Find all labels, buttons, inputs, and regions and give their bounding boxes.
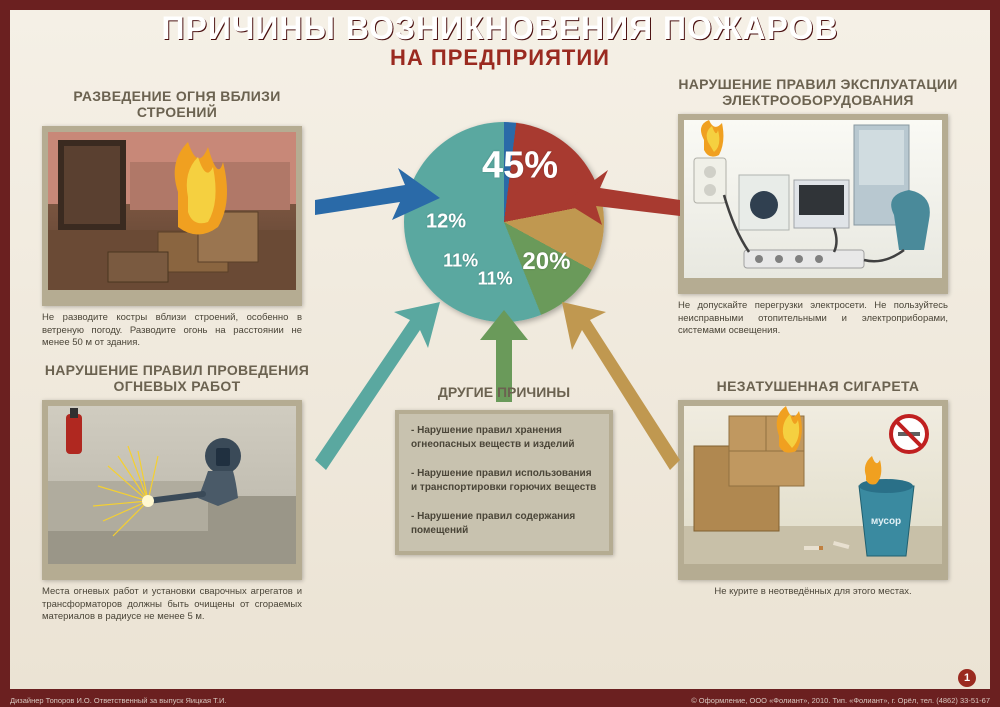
pie-slice-label: 11% <box>443 250 478 271</box>
panel-heading: РАЗВЕДЕНИЕ ОГНЯ ВБЛИЗИ СТРОЕНИЙ <box>42 88 312 120</box>
panel-heading: НАРУШЕНИЕ ПРАВИЛ ЭКСПЛУАТАЦИИ ЭЛЕКТРООБО… <box>678 76 958 108</box>
scene-svg: мусор <box>684 406 942 564</box>
pie-slice-label: 11% <box>478 269 513 290</box>
trash-label: мусор <box>871 516 901 527</box>
panel-caption: Не разводите костры вблизи строений, осо… <box>42 312 302 349</box>
pie-slice-label: 12% <box>426 211 466 234</box>
title-block: ПРИЧИНЫ ВОЗНИКНОВЕНИЯ ПОЖАРОВ НА ПРЕДПРИ… <box>10 10 990 71</box>
footer-left: Дизайнер Топоров И.О. Ответственный за в… <box>10 696 226 705</box>
panel-heading: НАРУШЕНИЕ ПРАВИЛ ПРОВЕДЕНИЯ ОГНЕВЫХ РАБО… <box>42 362 312 394</box>
panel-cigarette: НЕЗАТУШЕННАЯ СИГАРЕТА мусор <box>678 378 958 598</box>
illustration-hot-work <box>42 400 302 580</box>
footer: Дизайнер Топоров И.О. Ответственный за в… <box>10 696 990 705</box>
illustration-cigarette: мусор <box>678 400 948 580</box>
reason-item: - Нарушение правил использования и транс… <box>411 467 597 494</box>
panel-hot-work: НАРУШЕНИЕ ПРАВИЛ ПРОВЕДЕНИЯ ОГНЕВЫХ РАБО… <box>42 362 312 623</box>
scene-svg <box>48 132 296 290</box>
poster-canvas: ПРИЧИНЫ ВОЗНИКНОВЕНИЯ ПОЖАРОВ НА ПРЕДПРИ… <box>10 10 990 689</box>
illustration-open-fire <box>42 126 302 306</box>
main-title: ПРИЧИНЫ ВОЗНИКНОВЕНИЯ ПОЖАРОВ <box>10 10 990 47</box>
pie-slice-label: 20% <box>522 248 570 276</box>
pie-chart: 45% 20% 11%11% 12% <box>404 122 604 322</box>
other-reasons-box: - Нарушение правил хранения огнеопасных … <box>395 410 613 555</box>
subtitle: НА ПРЕДПРИЯТИИ <box>10 45 990 71</box>
pie-slice-label: 45% <box>482 145 558 188</box>
footer-right: © Оформление, ООО «Фолиант», 2010. Тип. … <box>691 696 990 705</box>
panel-caption: Не допускайте перегрузки электросети. Не… <box>678 300 948 337</box>
illustration-electrical <box>678 114 948 294</box>
page-number-badge: 1 <box>958 669 976 687</box>
reason-item: - Нарушение правил содержания помещений <box>411 510 597 537</box>
panel-electrical: НАРУШЕНИЕ ПРАВИЛ ЭКСПЛУАТАЦИИ ЭЛЕКТРООБО… <box>678 76 958 337</box>
panel-caption: Не курите в неотведённых для этого места… <box>678 586 948 598</box>
scene-svg <box>684 120 942 278</box>
reason-item: - Нарушение правил хранения огнеопасных … <box>411 424 597 451</box>
scene-svg <box>48 406 296 564</box>
panel-heading: НЕЗАТУШЕННАЯ СИГАРЕТА <box>678 378 958 394</box>
panel-caption: Места огневых работ и установки сварочны… <box>42 586 302 623</box>
other-reasons-title: ДРУГИЕ ПРИЧИНЫ <box>395 384 613 400</box>
panel-open-fire: РАЗВЕДЕНИЕ ОГНЯ ВБЛИЗИ СТРОЕНИЙ Не разво… <box>42 88 312 349</box>
